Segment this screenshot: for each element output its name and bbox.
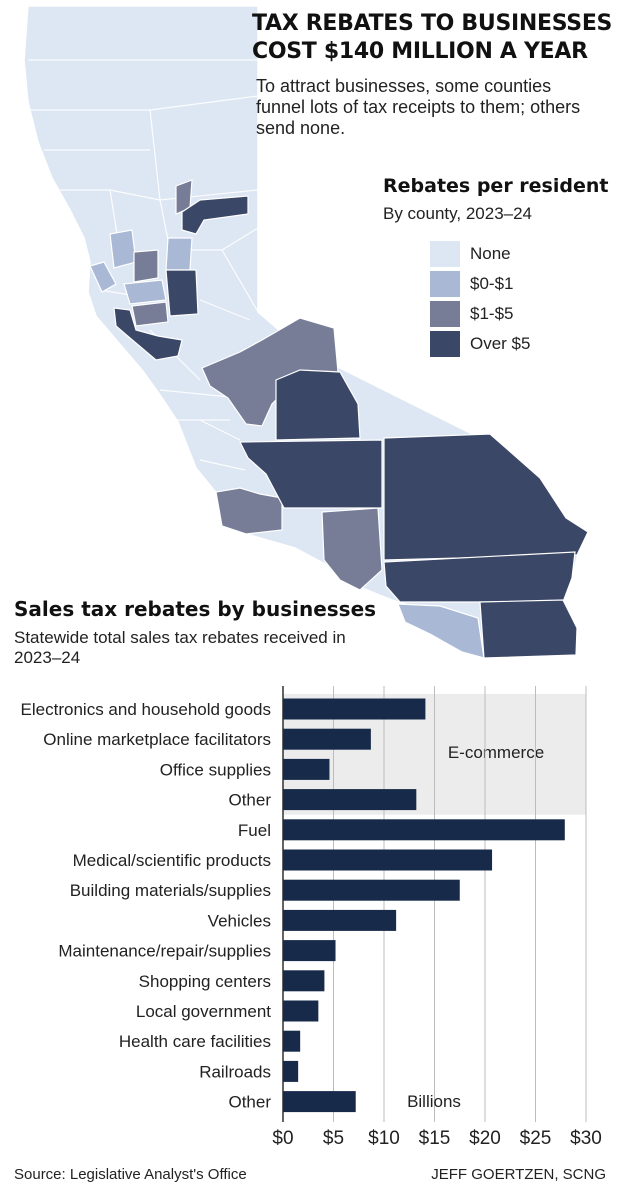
category-label: Maintenance/repair/supplies (58, 942, 271, 961)
category-label: Health care facilities (119, 1032, 271, 1051)
bar (283, 728, 371, 750)
category-label: Building materials/supplies (70, 881, 271, 900)
category-label: Online marketplace facilitators (43, 730, 271, 749)
category-label: Fuel (238, 821, 271, 840)
counties-1-to-5 (131, 179, 383, 591)
chart-title: Sales tax rebates by businesses (14, 597, 377, 621)
california-county-map (23, 5, 589, 659)
tick-label: $15 (419, 1128, 451, 1149)
headline-line-1: TAX REBATES TO BUSINESSES (252, 11, 613, 36)
counties-over-5 (113, 195, 589, 659)
credit-line: JEFF GOERTZEN, SCNG (431, 1166, 606, 1183)
legend-swatch-none (430, 241, 460, 267)
bar (283, 1000, 319, 1022)
legend-item-none: None (430, 241, 511, 267)
tick-label: $30 (570, 1128, 602, 1149)
category-label: Office supplies (160, 760, 271, 779)
category-label: Other (228, 1093, 271, 1112)
unit-label: Billions (407, 1092, 461, 1111)
bar (283, 758, 330, 780)
tick-label: $20 (469, 1128, 501, 1149)
rebates-bar-chart: E-commerce $0 $5 $10 $15 $20 $25 $30 Electronics… (21, 686, 602, 1149)
category-label: Railroads (199, 1062, 271, 1081)
bar (283, 698, 426, 720)
bar (283, 970, 325, 992)
bar (283, 819, 565, 841)
tick-label: $25 (520, 1128, 552, 1149)
bar (283, 789, 417, 811)
bar (283, 879, 460, 901)
category-label: Other (228, 791, 271, 810)
legend-subtitle: By county, 2023–24 (383, 204, 533, 223)
category-label: Electronics and household goods (21, 700, 271, 719)
legend-title: Rebates per resident (383, 175, 609, 197)
bar (283, 1030, 301, 1052)
bar (283, 940, 336, 962)
counties-0-to-1 (89, 229, 485, 659)
bar (283, 1060, 299, 1082)
category-label: Medical/scientific products (73, 851, 271, 870)
legend-label: $0-$1 (470, 274, 514, 293)
category-label: Local government (136, 1002, 271, 1021)
legend-item-over-5: Over $5 (430, 331, 530, 357)
headline-line-2: COST $140 MILLION A YEAR (252, 39, 588, 64)
bar (283, 849, 493, 871)
tick-label: $0 (272, 1128, 293, 1149)
category-label: Vehicles (208, 911, 271, 930)
legend-swatch-0-1 (430, 271, 460, 297)
legend-item-0-1: $0-$1 (430, 271, 513, 297)
intro-text: To attract businesses, some counties fun… (256, 76, 581, 138)
tick-label: $5 (323, 1128, 344, 1149)
chart-subtitle: Statewide total sales tax rebates receiv… (14, 628, 346, 667)
category-label: Shopping centers (139, 972, 271, 991)
bar (283, 1091, 356, 1113)
tick-label: $10 (368, 1128, 400, 1149)
legend-label: $1-$5 (470, 304, 514, 323)
legend-label: Over $5 (470, 334, 531, 353)
source-note: Source: Legislative Analyst's Office (14, 1166, 247, 1183)
legend-item-1-5: $1-$5 (430, 301, 513, 327)
legend-swatch-1-5 (430, 301, 460, 327)
legend-label: None (470, 244, 511, 263)
ecommerce-label: E-commerce (448, 743, 544, 762)
bar (283, 909, 397, 931)
headline: TAX REBATES TO BUSINESSES COST $140 MILL… (252, 10, 612, 66)
legend-swatch-over-5 (430, 331, 460, 357)
